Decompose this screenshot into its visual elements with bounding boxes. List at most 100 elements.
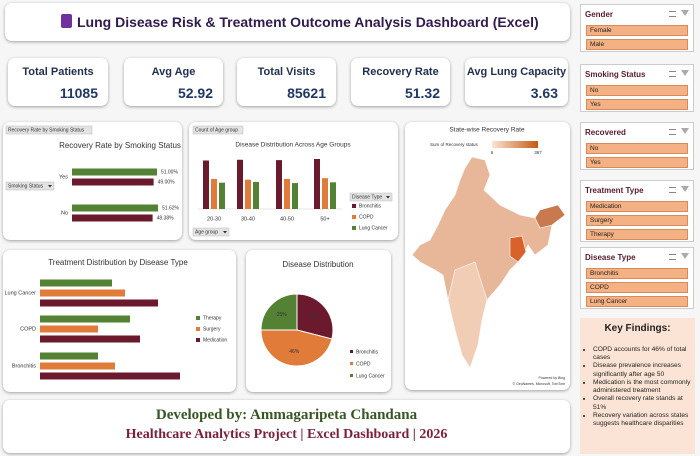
kpi-card: Total Patients 11085 xyxy=(8,58,108,106)
map-legend-tick: 6 xyxy=(491,150,494,155)
legend-swatch xyxy=(350,374,353,377)
finding: Disease prevalence increases significant… xyxy=(593,362,691,378)
key-findings: Key Findings: COPD accounts for 46% of to… xyxy=(580,318,695,454)
legend-swatch xyxy=(352,226,356,230)
slicer: Smoking Status No Yes xyxy=(580,64,694,112)
legend-label: COPD xyxy=(359,214,374,220)
kpi-value: 51.32 xyxy=(404,85,440,101)
slicer-icon xyxy=(669,11,676,17)
legend-label: Medication xyxy=(203,337,227,343)
map-title: State-wise Recovery Rate xyxy=(449,127,525,134)
bar xyxy=(203,160,209,209)
bar xyxy=(40,352,98,360)
map-legend-scale xyxy=(492,141,538,148)
x-tick-label: 50+ xyxy=(320,216,329,222)
chart-title: Treatment Distribution by Disease Type xyxy=(48,258,188,267)
map-region xyxy=(509,235,527,263)
bar xyxy=(40,325,98,333)
map-region xyxy=(534,204,566,229)
kpi-label: Avg Lung Capacity xyxy=(466,66,567,78)
slicer-item[interactable]: Bronchitis xyxy=(586,268,688,279)
slicer-item[interactable]: Female xyxy=(586,25,688,36)
finding: COPD accounts for 46% of total cases xyxy=(593,346,691,362)
slicer-item[interactable]: Surgery xyxy=(586,215,688,226)
chart-title: Recovery Rate by Smoking Status xyxy=(59,141,181,150)
bar xyxy=(72,168,157,176)
value-label: 25% xyxy=(277,312,288,318)
value-label: 51.62% xyxy=(162,205,180,211)
finding: Overall recovery rate stands at 51% xyxy=(593,395,691,411)
legend-label: Surgery xyxy=(203,326,221,332)
bar xyxy=(40,362,115,370)
kpi-label: Recovery Rate xyxy=(362,66,439,78)
bar xyxy=(314,159,320,209)
footer-developer: Developed by: Ammagaripeta Chandana xyxy=(155,407,418,423)
map-legend-tick: 367 xyxy=(534,150,542,155)
slicer-title: Disease Type xyxy=(585,253,636,262)
legend-swatch xyxy=(350,362,353,365)
map-legend-title: Sum of Recovery status xyxy=(430,142,479,147)
slicer-item[interactable]: Yes xyxy=(586,157,688,168)
slicer-icon xyxy=(669,187,676,193)
legend-label: Bronchitis xyxy=(356,349,378,355)
dropdown-arrow xyxy=(223,231,227,234)
findings-list: COPD accounts for 46% of total casesDise… xyxy=(584,346,691,428)
slicer-item[interactable]: Male xyxy=(586,39,688,50)
bar xyxy=(40,372,180,380)
slicer-item[interactable]: No xyxy=(586,143,688,154)
slicer-icon xyxy=(681,70,689,76)
legend-swatch xyxy=(196,327,200,331)
slicer-item[interactable]: COPD xyxy=(586,282,688,293)
bar xyxy=(40,299,158,307)
slicer-item[interactable]: Therapy xyxy=(586,229,688,240)
slicer-icon xyxy=(681,186,689,192)
bar xyxy=(40,335,140,343)
kpi-label: Total Visits xyxy=(257,66,316,78)
slicer-icon xyxy=(681,10,689,16)
category-label: Yes xyxy=(59,174,68,180)
bar xyxy=(40,315,130,323)
slicer-item[interactable]: Medication xyxy=(586,201,688,212)
map-credit: Powered by Bing xyxy=(539,376,566,380)
slicer-item[interactable]: No xyxy=(586,85,688,96)
field-button-label: Age group xyxy=(195,230,218,236)
kpi-label: Avg Age xyxy=(151,66,196,78)
kpi-value: 85621 xyxy=(287,85,326,101)
slicer-title: Smoking Status xyxy=(585,70,646,79)
category-label: No xyxy=(61,210,68,216)
field-button xyxy=(349,192,393,202)
bar xyxy=(292,183,298,209)
kpi-value: 11085 xyxy=(59,85,98,101)
footer-project: Healthcare Analytics Project | Excel Das… xyxy=(125,427,448,442)
bar xyxy=(276,160,282,209)
legend-label: Lung Cancer xyxy=(356,373,385,379)
field-button-label: Recovery Rate by Smoking Status xyxy=(8,128,85,134)
kpi-card: Total Visits 85621 xyxy=(237,58,336,106)
legend-swatch xyxy=(352,204,356,208)
slicer-icon xyxy=(669,129,676,135)
slicer-icon xyxy=(681,253,689,259)
slicer-item[interactable]: Lung Cancer xyxy=(586,296,688,307)
field-button xyxy=(192,125,244,135)
field-button-label: Count of Age group xyxy=(195,128,238,134)
dropdown-arrow xyxy=(386,196,390,199)
header-icon xyxy=(61,14,72,28)
category-label: Lung Cancer xyxy=(5,290,37,296)
slicer: Recovered No Yes xyxy=(580,122,694,170)
map-credit: © GeoNames, Microsoft, TomTom xyxy=(513,382,566,386)
value-label: 48.38% xyxy=(157,215,175,221)
header-title: Lung Disease Risk & Treatment Outcome An… xyxy=(77,14,539,30)
bar xyxy=(40,289,125,297)
bar xyxy=(219,182,225,209)
value-label: 29% xyxy=(309,314,320,320)
slicer: Disease Type Bronchitis COPD Lung Cancer xyxy=(580,247,694,309)
legend-label: Bronchitis xyxy=(359,203,381,209)
slicer-title: Treatment Type xyxy=(585,186,644,195)
field-button xyxy=(5,125,93,135)
bar xyxy=(284,178,290,209)
value-label: 51.00% xyxy=(161,169,179,175)
kpi-card: Avg Lung Capacity 3.63 xyxy=(465,58,568,106)
slicer-item[interactable]: Yes xyxy=(586,99,688,110)
x-tick-label: 40-50 xyxy=(280,216,294,222)
